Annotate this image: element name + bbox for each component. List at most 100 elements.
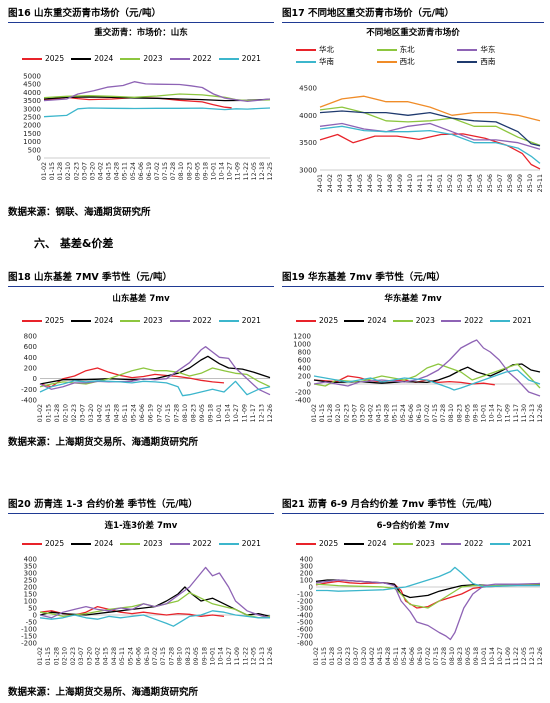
x-tick-label: 03-07 — [353, 647, 360, 665]
x-tick-label: 12-26 — [537, 404, 544, 422]
caption-rule — [282, 286, 544, 287]
x-tick-label: 24-10 — [407, 174, 414, 192]
y-tick-label: 1000 — [293, 341, 311, 349]
chart-legend: 2025 2024 2023 2022 2021 — [282, 539, 544, 551]
x-tick-label: 24-12 — [427, 174, 434, 192]
chart-title: 重交沥青：市场价：山东 — [94, 28, 188, 38]
legend-label: 2023 — [143, 316, 163, 325]
x-tick-label: 12-26 — [537, 647, 544, 665]
legend-label: 2024 — [367, 539, 387, 548]
y-tick-label: -50 — [26, 619, 37, 627]
legend-item: 2025 — [22, 316, 64, 325]
series-line-2022 — [43, 81, 271, 103]
legend-swatch — [71, 319, 92, 322]
series-line-2023 — [315, 583, 540, 609]
chart-svg: 0500100015002000250030003500400045005000… — [23, 73, 274, 181]
x-tick-label: 10-27 — [233, 404, 240, 422]
series-line-2021 — [313, 369, 541, 391]
x-tick-label: 10-14 — [489, 647, 496, 665]
x-tick-label: 11-17 — [513, 404, 520, 422]
x-tick-label: 24-06 — [367, 174, 374, 192]
x-tick-label: 07-02 — [152, 647, 159, 665]
x-tick-label: 01-02 — [37, 404, 44, 422]
x-tick-label: 09-18 — [472, 404, 479, 422]
legend-item: 2022 — [169, 316, 212, 325]
x-tick-label: 01-28 — [57, 162, 64, 180]
basis-chart-shandong: 山东基差 7mv 2025 2024 2023 2022 2021 -400 -200 0 200… — [8, 290, 274, 430]
y-tick-label: 800 — [24, 333, 37, 341]
x-tick-label: 02-10 — [62, 647, 69, 665]
x-tick-label: 06-06 — [139, 404, 146, 422]
legend-swatch — [218, 542, 239, 545]
y-tick-label: 400 — [298, 365, 311, 373]
legend-label: 2024 — [94, 316, 114, 325]
x-tick-label: 04-28 — [111, 647, 118, 665]
x-tick-label: 03-20 — [359, 404, 366, 422]
y-tick-label: 800 — [298, 349, 311, 357]
legend-label: 2023 — [143, 539, 163, 548]
figure-caption: 图16 山东重交沥青市场价（元/吨） — [8, 8, 161, 19]
x-tick-label: 08-10 — [177, 647, 184, 665]
legend-swatch — [392, 319, 413, 322]
legend-item: 2021 — [218, 54, 261, 63]
legend-label: 2021 — [241, 316, 261, 325]
x-tick-label: 07-02 — [156, 404, 163, 422]
x-tick-label: 06-19 — [417, 647, 424, 665]
y-tick-label: 4000 — [23, 89, 41, 97]
x-tick-label: 02-23 — [73, 162, 80, 180]
figure-caption: 图17 不同地区重交沥青市场价（元/吨） — [282, 8, 454, 19]
legend-item: 2021 — [218, 316, 261, 325]
x-tick-label: 06-06 — [138, 162, 145, 180]
legend-swatch — [71, 542, 92, 545]
y-tick-label: 150 — [24, 591, 37, 599]
x-tick-label: 02-10 — [335, 404, 342, 422]
legend-swatch — [71, 57, 92, 60]
x-tick-label: 12-13 — [529, 404, 536, 422]
series-line-华北 — [319, 133, 541, 170]
x-tick-label: 07-28 — [170, 162, 177, 180]
x-tick-label: 25-09 — [517, 174, 524, 192]
x-tick-label: 09-05 — [194, 162, 201, 180]
legend-item: 2023 — [392, 539, 435, 548]
legend-label: 2025 — [319, 316, 339, 325]
x-tick-label: 02-10 — [63, 404, 70, 422]
y-tick-label: -400 — [295, 397, 311, 405]
chart-legend: 2025 2024 2023 2022 2021 — [282, 316, 544, 328]
y-tick-label: 50 — [28, 605, 37, 613]
x-tick-label: 07-28 — [168, 647, 175, 665]
legend-swatch — [376, 48, 397, 51]
series-line-2021 — [39, 610, 270, 627]
legend-swatch — [489, 542, 510, 545]
chart-title: 连1-连3价差 7mv — [104, 521, 178, 531]
x-tick-label: 10-27 — [497, 647, 504, 665]
y-tick-label: -200 — [21, 386, 37, 394]
x-tick-label: 04-15 — [106, 162, 113, 180]
chart-title: 6-9合约价差 7mv — [376, 521, 450, 531]
legend-label: 西南 — [480, 57, 496, 66]
x-tick-label: 09-18 — [202, 162, 209, 180]
x-tick-label: 04-15 — [105, 404, 112, 422]
x-tick-label: 25-04 — [467, 174, 474, 192]
y-tick-label: 0 — [37, 155, 41, 163]
legend-item: 西北 — [376, 56, 415, 67]
legend-swatch — [169, 57, 190, 60]
y-tick-label: -400 — [297, 612, 313, 620]
legend-item: 2024 — [71, 316, 113, 325]
x-tick-label: 01-02 — [311, 404, 318, 422]
x-tick-label: 05-11 — [122, 404, 129, 422]
x-tick-label: 09-18 — [207, 404, 214, 422]
legend-item: 2021 — [218, 539, 261, 548]
series-line-2023 — [313, 363, 541, 389]
chart-legend: 华北 东北 华东 华南 西北 西南 — [282, 44, 544, 68]
x-tick-label: 05-24 — [130, 162, 137, 180]
x-tick-label: 03-20 — [361, 647, 368, 665]
x-tick-label: 06-06 — [409, 647, 416, 665]
x-tick-label: 10-01 — [481, 404, 488, 422]
price-chart-regions: 不同地区重交沥青市场价 华北 东北 华东 华南 西北 西南 3000 3500 4000 4500 2… — [282, 24, 544, 200]
x-tick-label: 05-11 — [122, 162, 129, 180]
y-tick-label: 1000 — [23, 138, 41, 146]
legend-swatch — [441, 542, 462, 545]
y-tick-label: 100 — [300, 577, 313, 585]
